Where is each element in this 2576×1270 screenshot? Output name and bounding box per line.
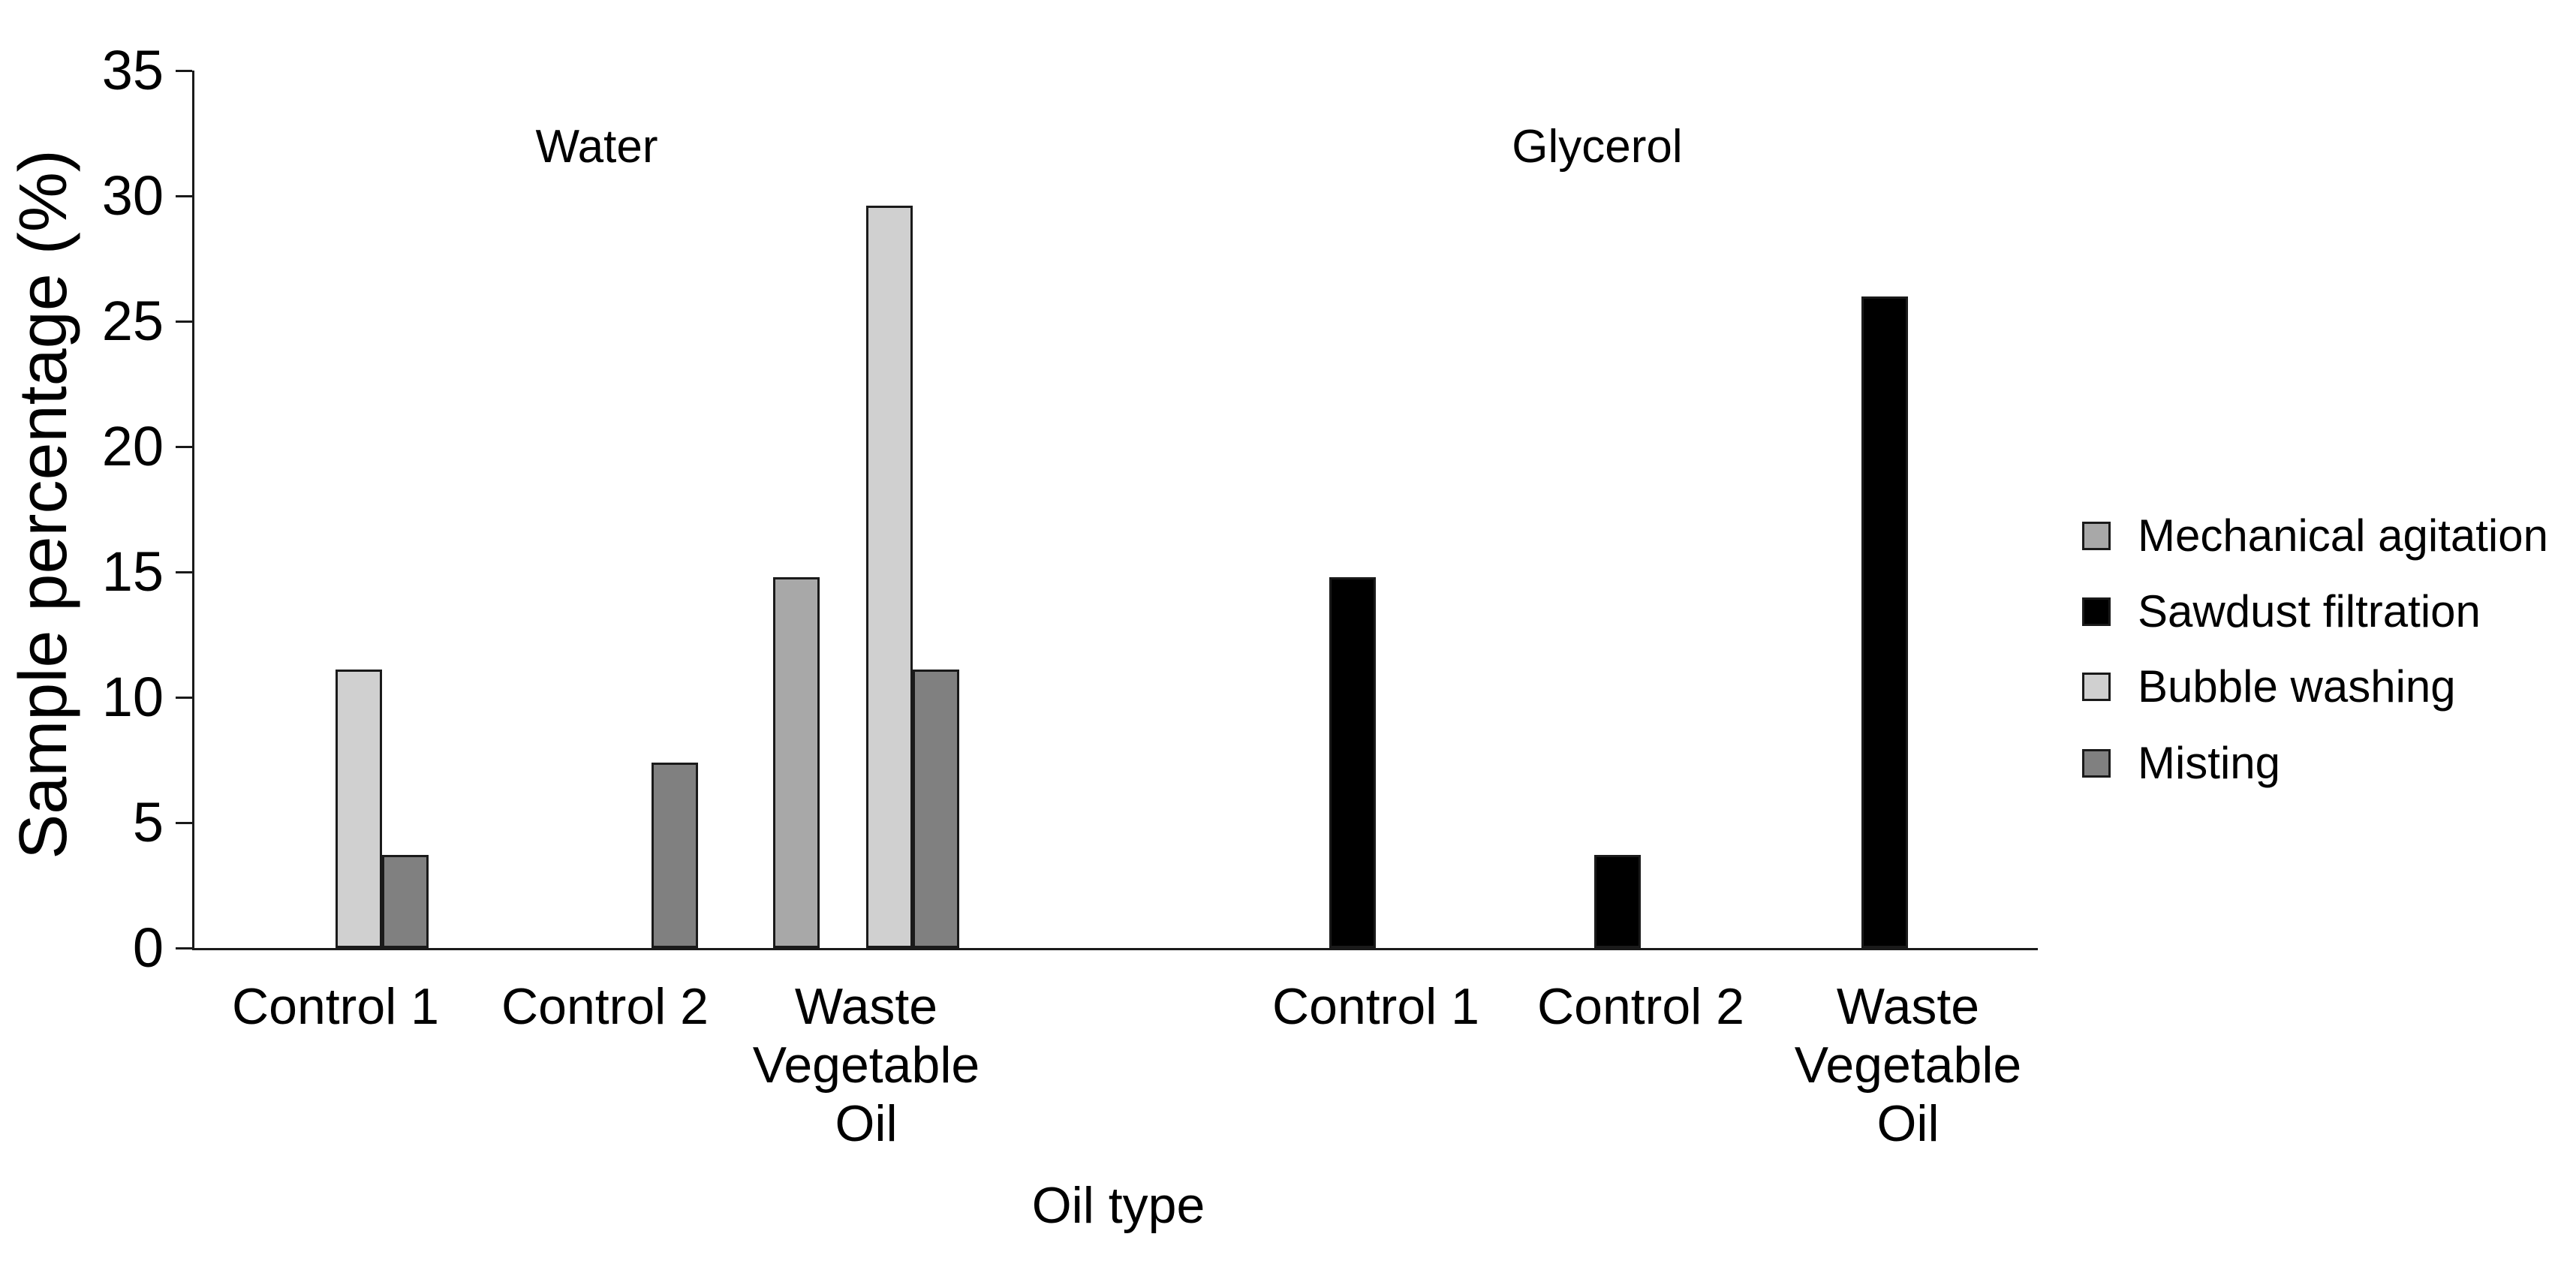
- y-tick: [176, 947, 192, 949]
- group-title-glycerol: Glycerol: [1512, 121, 1683, 173]
- bar-sawdust-filtration-4: [1594, 855, 1641, 948]
- legend-label: Misting: [2138, 738, 2281, 788]
- legend-label: Bubble washing: [2138, 661, 2456, 712]
- bar-mechanical-agitation-2: [773, 577, 820, 948]
- y-tick: [176, 571, 192, 573]
- x-category-label: Control 2: [1537, 978, 1744, 1035]
- legend-swatch-mechanical-agitation: [2082, 522, 2111, 550]
- bar-misting-2: [913, 670, 959, 948]
- y-axis-title: Sample percentage (%): [6, 149, 81, 859]
- x-category-label: Control 1: [1272, 978, 1479, 1035]
- bar-misting-0: [382, 855, 429, 948]
- y-axis-line: [192, 71, 194, 950]
- y-tick: [176, 70, 192, 72]
- y-tick-label: 35: [101, 39, 164, 101]
- y-tick-label: 30: [101, 164, 164, 227]
- bar-misting-1: [652, 763, 698, 948]
- bar-sawdust-filtration-5: [1861, 296, 1908, 948]
- legend-swatch-sawdust-filtration: [2082, 597, 2111, 626]
- legend-swatch-misting: [2082, 749, 2111, 778]
- x-category-label: Waste Vegetable Oil: [752, 978, 980, 1153]
- x-category-label: Waste Vegetable Oil: [1794, 978, 2022, 1153]
- y-tick-label: 20: [101, 415, 164, 477]
- legend-label: Mechanical agitation: [2138, 510, 2549, 561]
- y-tick: [176, 822, 192, 824]
- x-category-label: Control 2: [501, 978, 709, 1035]
- x-axis-title: Oil type: [1031, 1177, 1205, 1234]
- group-title-water: Water: [535, 121, 658, 173]
- y-tick-label: 5: [132, 791, 164, 853]
- y-tick: [176, 446, 192, 448]
- x-axis-line: [192, 948, 2038, 950]
- y-tick: [176, 321, 192, 323]
- y-tick-label: 10: [101, 666, 164, 728]
- y-tick-label: 0: [132, 916, 164, 979]
- bar-bubble-washing-0: [336, 670, 382, 948]
- y-tick: [176, 697, 192, 699]
- legend-label: Sawdust filtration: [2138, 586, 2481, 637]
- bar-bubble-washing-2: [866, 206, 913, 948]
- y-tick: [176, 195, 192, 197]
- y-tick-label: 25: [101, 290, 164, 352]
- legend-swatch-bubble-washing: [2082, 673, 2111, 701]
- x-category-label: Control 1: [232, 978, 439, 1035]
- y-tick-label: 15: [101, 540, 164, 603]
- bar-sawdust-filtration-3: [1329, 577, 1376, 948]
